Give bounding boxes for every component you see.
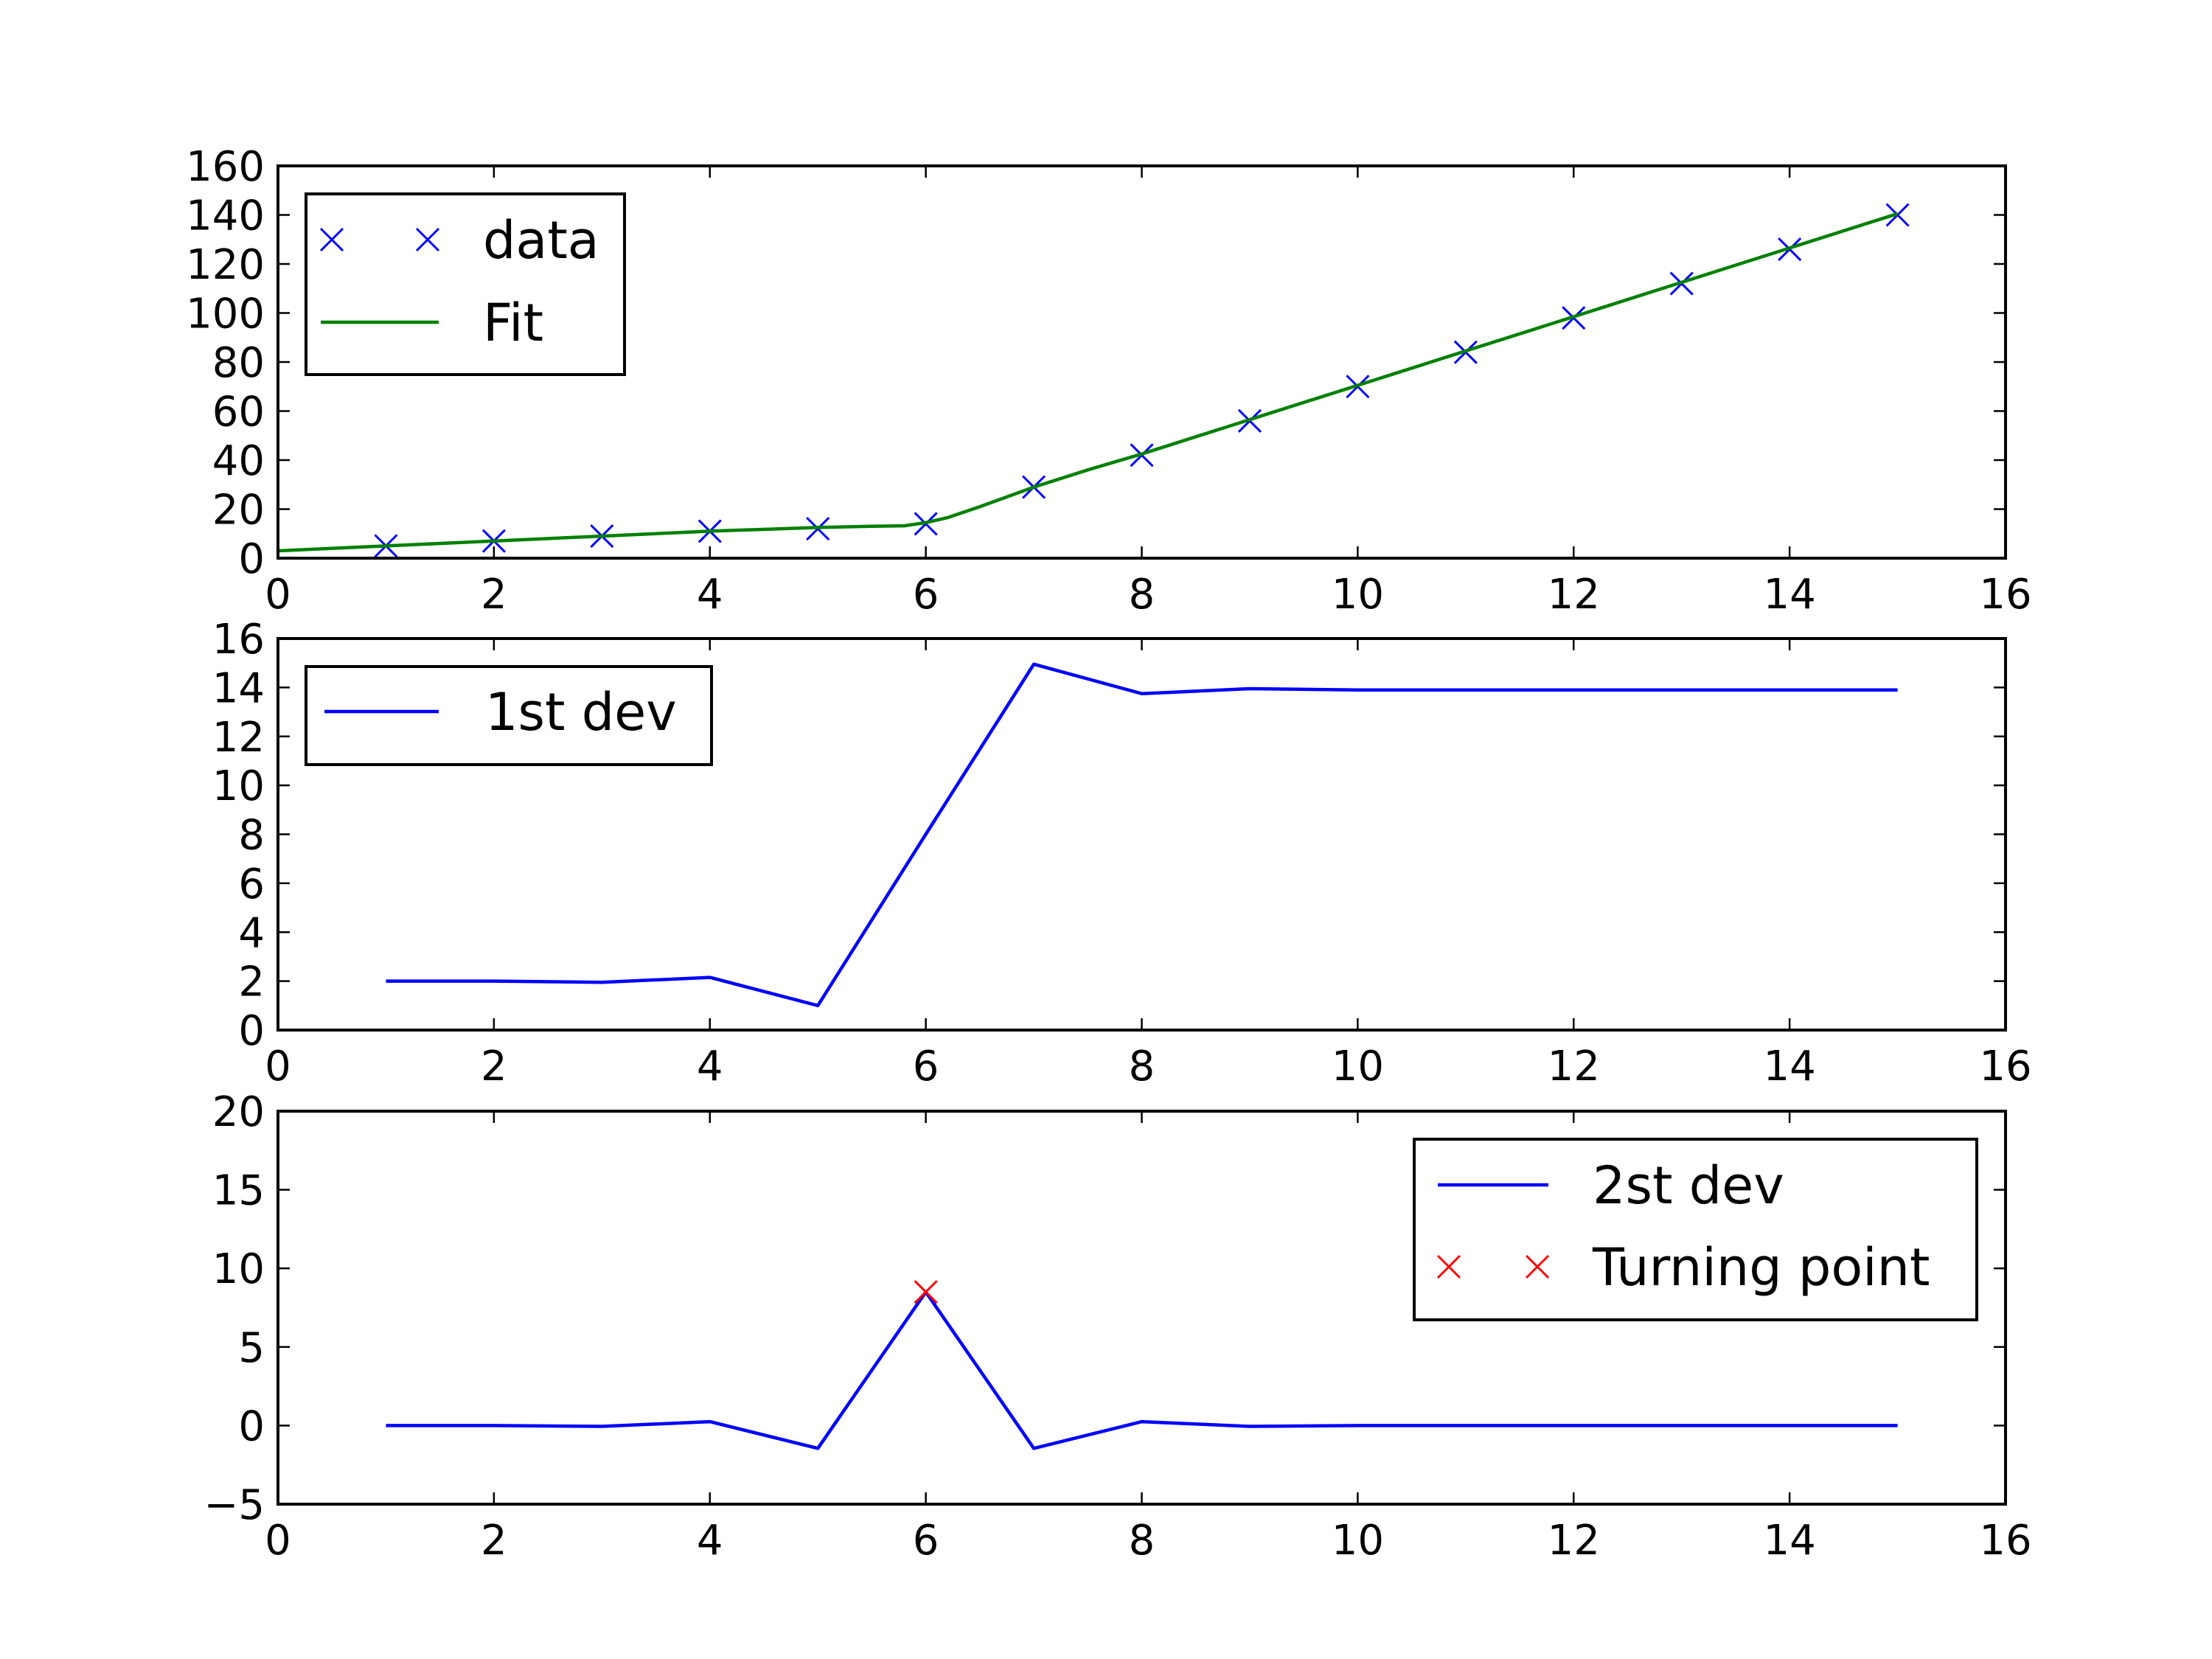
y-tick-label: 10 — [212, 1245, 265, 1293]
x-tick-label: 6 — [913, 1043, 939, 1091]
y-tick-label: 8 — [238, 812, 265, 860]
x-tick-label: 6 — [913, 571, 939, 619]
x-tick-label: 16 — [1979, 1043, 2031, 1091]
x-tick-label: 2 — [481, 571, 507, 619]
y-tick-label: 140 — [186, 192, 265, 240]
x-tick-label: 12 — [1548, 571, 1600, 619]
y-tick-label: 14 — [212, 664, 265, 712]
x-tick-label: 12 — [1548, 1517, 1600, 1565]
y-tick-label: 16 — [212, 616, 265, 664]
y-tick-label: 2 — [238, 959, 265, 1006]
x-tick-label: 10 — [1332, 1517, 1384, 1565]
y-tick-label: 100 — [186, 291, 265, 338]
y-tick-label: 60 — [212, 389, 265, 437]
legend-handle-turning-point — [1436, 1254, 1461, 1279]
y-tick-label: 10 — [212, 762, 265, 810]
x-tick-label: 2 — [481, 1517, 507, 1565]
y-tick-label: 0 — [238, 1402, 265, 1450]
y-tick-label: 15 — [212, 1167, 265, 1215]
x-tick-label: 16 — [1979, 571, 2031, 619]
x-tick-label: 0 — [265, 1043, 291, 1091]
legend-box — [1413, 1138, 1978, 1321]
y-tick-label: 20 — [212, 1088, 265, 1136]
x-tick-label: 16 — [1979, 1517, 2031, 1565]
x-tick-label: 10 — [1332, 571, 1384, 619]
y-tick-label: 5 — [238, 1324, 265, 1372]
y-tick-label: 40 — [212, 437, 265, 485]
legend-label-data: data — [483, 210, 599, 271]
y-tick-label: 12 — [212, 714, 265, 762]
x-tick-label: 8 — [1129, 571, 1155, 619]
series-line-2st-dev — [386, 1290, 1898, 1450]
x-tick-label: 0 — [265, 571, 291, 619]
legend-label-turning-point: Turning point — [1592, 1237, 1930, 1298]
legend-label-fit: Fit — [483, 293, 543, 353]
x-tick-label: 4 — [697, 571, 723, 619]
series-line-fit — [278, 212, 1899, 553]
legend-handle-data — [415, 227, 440, 252]
legend-box — [305, 665, 713, 766]
y-tick-label: 120 — [186, 241, 265, 289]
x-tick-label: 4 — [697, 1043, 723, 1091]
x-tick-label: 0 — [265, 1517, 291, 1565]
y-tick-label: 4 — [238, 909, 265, 957]
y-tick-label: 80 — [212, 339, 265, 387]
data-point-turning-point — [914, 1280, 938, 1304]
x-tick-label: 4 — [697, 1517, 723, 1565]
x-tick-label: 8 — [1129, 1517, 1155, 1565]
legend-handle-turning-point — [1525, 1254, 1550, 1279]
legend-box — [305, 192, 626, 376]
y-tick-label: 6 — [238, 860, 265, 908]
legend: 1st dev — [305, 665, 713, 766]
y-tick-label: −5 — [204, 1481, 265, 1529]
y-tick-label: 0 — [238, 1007, 265, 1055]
x-tick-label: 8 — [1129, 1043, 1155, 1091]
x-tick-label: 10 — [1332, 1043, 1384, 1091]
x-tick-label: 6 — [913, 1517, 939, 1565]
x-tick-label: 2 — [481, 1043, 507, 1091]
x-tick-label: 14 — [1763, 1043, 1815, 1091]
x-tick-label: 12 — [1548, 1043, 1600, 1091]
y-tick-label: 160 — [186, 143, 265, 191]
series-line-1st-dev — [386, 662, 1898, 1008]
legend-handle-data — [319, 227, 344, 252]
legend: 2st dev Turning point — [1413, 1138, 1978, 1321]
legend-label-1st-dev: 1st dev — [485, 682, 677, 742]
y-tick-label: 0 — [238, 535, 265, 583]
legend: data Fit — [305, 192, 626, 376]
subplot-1: 0 2 4 6 8 10 12 14 16020406080100120140160dataFi… — [186, 143, 2032, 619]
x-tick-label: 14 — [1763, 571, 1815, 619]
x-tick-label: 14 — [1763, 1517, 1815, 1565]
y-tick-label: 20 — [212, 487, 265, 535]
legend-label-2st-dev: 2st dev — [1593, 1155, 1784, 1216]
